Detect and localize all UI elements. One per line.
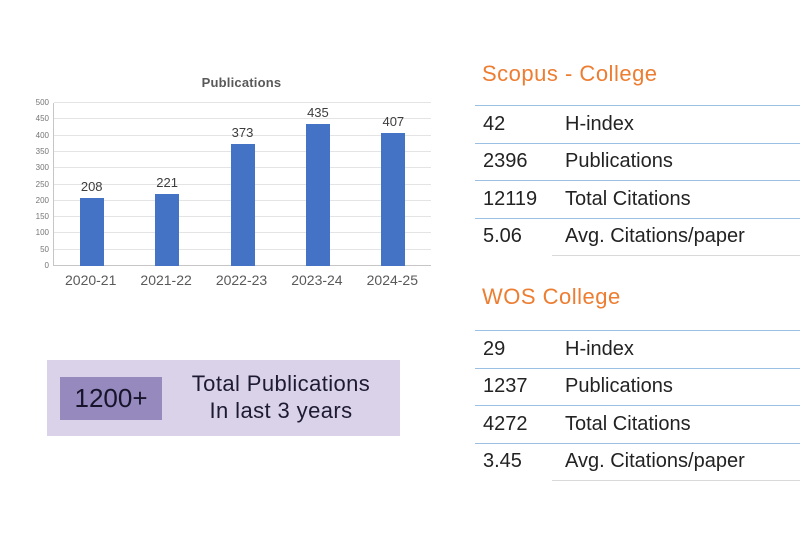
- metric-value: 3.45: [483, 450, 522, 473]
- metric-value: 1237: [483, 375, 528, 398]
- x-tick-label: 2023-24: [291, 272, 343, 288]
- y-tick-label: 100: [35, 228, 49, 238]
- bar-group-2023-24: 435: [280, 103, 355, 266]
- bar-group-2021-22: 221: [129, 103, 204, 266]
- y-tick-label: 450: [35, 114, 49, 124]
- metric-value: 5.06: [483, 225, 522, 248]
- metric-label: Total Citations: [565, 412, 691, 435]
- metric-label: Avg. Citations/paper: [565, 225, 745, 248]
- x-tick-label: 2021-22: [140, 272, 192, 288]
- publications-bar-chart: Publications 208 221 373 435 407: [18, 65, 431, 305]
- bar-value-label: 435: [307, 105, 329, 121]
- total-publications-caption: Total Publications In last 3 years: [162, 371, 400, 425]
- metrics-panel: Scopus - College 42 H-index 2396 Publica…: [475, 0, 800, 550]
- table-row: 1237 Publications: [475, 367, 800, 406]
- x-tick-label: 2020-21: [65, 272, 117, 288]
- bar-2023-24: [305, 124, 330, 266]
- banner-caption-line2: In last 3 years: [209, 398, 353, 423]
- y-tick-label: 300: [35, 163, 49, 173]
- bar-group-2020-21: 208: [54, 103, 129, 266]
- table-bottom-rule: [552, 255, 800, 256]
- table-row: 29 H-index: [475, 330, 800, 368]
- bar-group-2024-25: 407: [356, 103, 431, 266]
- y-tick-label: 500: [35, 98, 49, 107]
- total-publications-banner: 1200+ Total Publications In last 3 years: [47, 360, 400, 436]
- metric-value: 42: [483, 112, 506, 135]
- y-tick-label: 50: [40, 244, 49, 254]
- chart-title: Publications: [201, 75, 282, 90]
- total-publications-count-badge: 1200+: [60, 376, 162, 420]
- metric-value: 12119: [483, 187, 538, 210]
- table-row: 42 H-index: [475, 105, 800, 143]
- metric-label: H-index: [565, 112, 634, 135]
- bar-2024-25: [381, 133, 406, 266]
- wos-table-title: WOS College: [482, 284, 621, 309]
- metric-label: Publications: [565, 150, 673, 173]
- y-tick-label: 250: [35, 179, 49, 189]
- bar-2020-21: [79, 198, 104, 266]
- table-row: 5.06 Avg. Citations/paper: [475, 217, 800, 256]
- gridline: [54, 118, 431, 120]
- gridline: [54, 134, 431, 136]
- bar-value-label: 373: [231, 125, 254, 141]
- gridline: [54, 102, 431, 103]
- y-tick-label: 150: [35, 212, 49, 222]
- table-row: 3.45 Avg. Citations/paper: [475, 442, 800, 481]
- y-tick-label: 0: [44, 261, 49, 270]
- metric-value: 29: [483, 337, 506, 360]
- y-tick-label: 350: [35, 146, 49, 156]
- x-tick-label: 2024-25: [366, 272, 419, 288]
- y-tick-label: 200: [35, 195, 49, 205]
- metric-label: Total Citations: [565, 187, 691, 210]
- bar-value-label: 208: [80, 179, 103, 195]
- bar-value-label: 221: [156, 175, 178, 190]
- bar-2021-22: [155, 194, 180, 266]
- metric-value: 2396: [483, 150, 528, 173]
- plot-area: 208 221 373 435 407 0 50 100 150 200 250 300 35…: [36, 98, 431, 270]
- x-axis-labels: 2020-21 2021-22 2022-23 2023-24 2024-25: [53, 272, 430, 288]
- banner-caption-line1: Total Publications: [191, 371, 371, 397]
- bar-value-label: 407: [382, 114, 405, 130]
- bar-series: 208 221 373 435 407: [54, 103, 431, 266]
- table-row: 2396 Publications: [475, 142, 800, 181]
- scopus-table-title: Scopus - College: [482, 61, 658, 86]
- x-tick-label: 2022-23: [215, 272, 268, 288]
- wos-metrics-table: 29 H-index 1237 Publications 4272 Total …: [475, 330, 800, 481]
- table-bottom-rule: [552, 480, 800, 481]
- bar-group-2022-23: 373: [205, 103, 280, 266]
- scopus-metrics-table: 42 H-index 2396 Publications 12119 Total…: [475, 105, 800, 256]
- metric-label: Avg. Citations/paper: [565, 450, 745, 473]
- metric-value: 4272: [483, 412, 528, 435]
- y-tick-label: 400: [35, 130, 49, 140]
- bar-2022-23: [230, 144, 255, 266]
- metric-label: Publications: [565, 375, 673, 398]
- metric-label: H-index: [565, 337, 634, 360]
- table-row: 12119 Total Citations: [475, 180, 800, 218]
- table-row: 4272 Total Citations: [475, 405, 800, 443]
